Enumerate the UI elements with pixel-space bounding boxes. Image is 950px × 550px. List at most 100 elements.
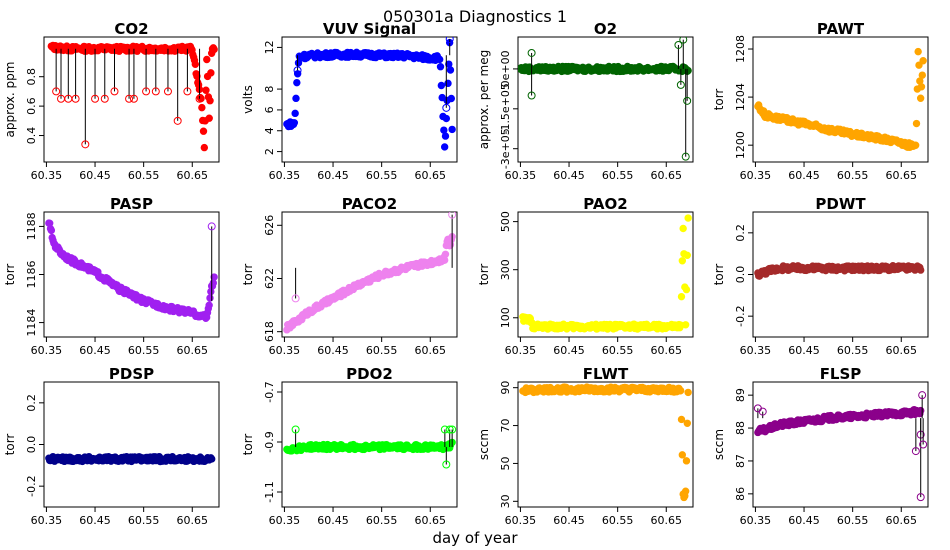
y-tick-label: 1184 bbox=[25, 309, 38, 337]
x-tick-label: 60.55 bbox=[128, 514, 160, 527]
series-points bbox=[754, 47, 927, 151]
y-tick-label: 0.6 bbox=[25, 97, 38, 115]
y-axis-label: torr bbox=[712, 264, 726, 286]
outlier-point bbox=[683, 96, 692, 105]
data-point bbox=[684, 388, 692, 397]
panel-title: FLWT bbox=[583, 365, 629, 383]
data-point bbox=[191, 60, 200, 69]
data-point bbox=[683, 251, 692, 260]
panel-title: PDSP bbox=[109, 365, 154, 383]
panel-co2: CO2 approx. ppm 60.35 60.45 60.55 60.65 0.4 0.6… bbox=[3, 20, 220, 182]
data-point bbox=[441, 250, 450, 258]
data-point bbox=[678, 451, 687, 459]
data-point bbox=[292, 94, 300, 103]
data-point bbox=[442, 114, 451, 123]
figure-title: 050301a Diagnostics 1 bbox=[383, 7, 567, 26]
series-points bbox=[45, 219, 218, 322]
series-points bbox=[283, 37, 456, 151]
data-point bbox=[293, 78, 301, 87]
data-point bbox=[911, 141, 920, 149]
data-point bbox=[440, 126, 448, 134]
y-tick-label: 1208 bbox=[734, 35, 747, 63]
x-tick-label: 60.35 bbox=[31, 514, 63, 527]
outlier-point bbox=[758, 407, 767, 416]
panel-pasp: PASP torr 60.35 60.45 60.55 60.65 1184 1186 1188 bbox=[3, 195, 220, 357]
y-tick-label: 618 bbox=[263, 321, 276, 342]
x-tick-label: 60.45 bbox=[79, 344, 111, 357]
panel-pao2: PAO2 torr 60.35 60.45 60.55 60.65 100 300 500 bbox=[477, 195, 694, 357]
x-tick-label: 60.65 bbox=[886, 514, 918, 527]
panel-title: VUV Signal bbox=[323, 20, 416, 38]
panel-title: PAO2 bbox=[583, 195, 627, 213]
y-tick-label: 0.4 bbox=[25, 127, 38, 145]
x-tick-label: 60.35 bbox=[505, 514, 537, 527]
outlier-point bbox=[195, 94, 204, 103]
panel-title: PACO2 bbox=[342, 195, 397, 213]
x-tick-label: 60.45 bbox=[317, 344, 349, 357]
x-tick-label: 60.45 bbox=[788, 344, 820, 357]
outlier-point bbox=[291, 294, 300, 303]
y-axis-label: torr bbox=[241, 264, 255, 286]
data-point bbox=[435, 55, 444, 64]
panel-title: O2 bbox=[594, 20, 617, 38]
outlier-point bbox=[527, 91, 536, 100]
data-point bbox=[291, 109, 299, 118]
outlier-point bbox=[71, 94, 80, 103]
outlier-point bbox=[442, 460, 451, 469]
plot-frame bbox=[752, 381, 929, 508]
figure-xlabel: day of year bbox=[432, 529, 518, 547]
x-tick-label: 60.65 bbox=[177, 514, 209, 527]
panel-title: PDO2 bbox=[346, 365, 393, 383]
data-point bbox=[290, 119, 299, 127]
outlier-point bbox=[527, 48, 536, 57]
x-tick-label: 60.55 bbox=[602, 514, 634, 527]
outlier-point bbox=[81, 140, 90, 149]
data-point bbox=[437, 81, 446, 90]
data-point bbox=[677, 292, 686, 301]
y-tick-label: -1.5e+05 bbox=[499, 83, 512, 134]
y-tick-label: 0.0 bbox=[25, 436, 38, 454]
x-tick-label: 60.45 bbox=[553, 514, 585, 527]
x-tick-label: 60.55 bbox=[602, 344, 634, 357]
x-tick-label: 60.65 bbox=[415, 344, 447, 357]
y-tick-label: 626 bbox=[263, 215, 276, 236]
y-axis-label: torr bbox=[241, 434, 255, 456]
panel-title: FLSP bbox=[820, 365, 862, 383]
data-point bbox=[444, 79, 452, 88]
y-axis-label: sccm bbox=[477, 429, 491, 460]
panel-flwt: FLWT sccm 60.35 60.45 60.55 60.65 30 50 70 90 bbox=[477, 365, 694, 527]
data-point bbox=[448, 125, 456, 134]
data-point bbox=[682, 285, 691, 294]
data-point bbox=[682, 457, 691, 465]
outlier-point bbox=[291, 425, 300, 434]
panel-title: PDWT bbox=[815, 195, 866, 213]
y-tick-label: -0.2 bbox=[734, 305, 747, 326]
data-point bbox=[200, 143, 209, 152]
data-point bbox=[678, 257, 687, 265]
x-tick-label: 60.55 bbox=[366, 169, 398, 182]
panel-paco2: PACO2 torr 60.35 60.45 60.55 60.65 618 622 626 bbox=[241, 195, 458, 357]
outlier-point bbox=[681, 152, 690, 161]
x-tick-label: 60.45 bbox=[788, 169, 820, 182]
data-point bbox=[209, 279, 218, 287]
y-axis-label: approx. per meg bbox=[477, 50, 491, 149]
data-point bbox=[447, 94, 456, 103]
panel-pdsp: PDSP torr 60.35 60.45 60.55 60.65 -0.2 0.0 0.2 bbox=[3, 365, 220, 527]
data-point bbox=[446, 66, 455, 74]
y-tick-label: 1188 bbox=[25, 212, 38, 240]
outlier-point bbox=[293, 66, 302, 75]
x-tick-label: 60.65 bbox=[651, 344, 683, 357]
data-point bbox=[912, 119, 921, 128]
data-point bbox=[679, 224, 687, 233]
data-point bbox=[47, 226, 56, 235]
series-points bbox=[753, 391, 928, 502]
x-tick-label: 60.45 bbox=[788, 514, 820, 527]
data-point bbox=[684, 214, 692, 222]
series-points bbox=[283, 212, 457, 334]
y-tick-label: -3e+05 bbox=[499, 128, 512, 169]
plot-frame bbox=[752, 36, 929, 163]
y-tick-label: 1200 bbox=[734, 131, 747, 159]
y-axis-label: approx. ppm bbox=[3, 62, 17, 138]
data-point bbox=[919, 57, 927, 65]
y-axis-label: torr bbox=[712, 89, 726, 111]
